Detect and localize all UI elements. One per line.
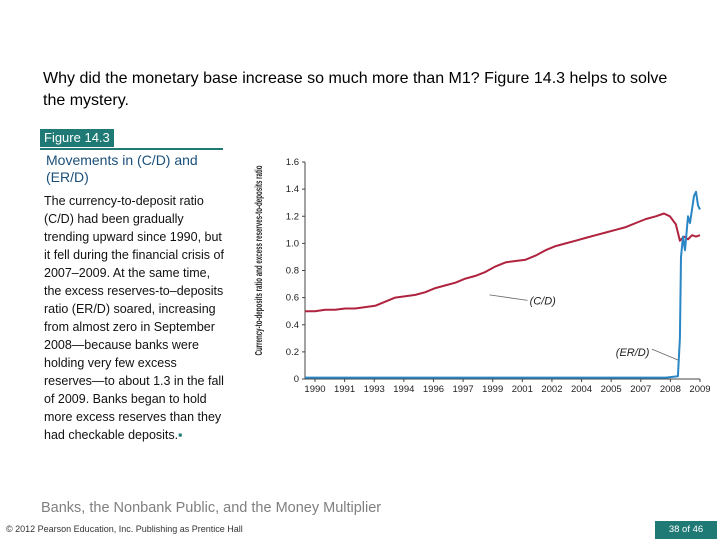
page-number-badge: 38 of 46 [655, 521, 717, 539]
y-tick-label: 0.2 [286, 347, 299, 358]
end-mark-icon: ▪ [178, 428, 183, 442]
footer-title: Banks, the Nonbank Public, and the Money… [41, 500, 382, 516]
y-tick-label: 0.6 [286, 293, 299, 304]
erd-leader-line [651, 348, 679, 361]
y-tick-label: 1.0 [286, 238, 299, 249]
erd-annotation: (ER/D) [616, 347, 650, 359]
x-tick-label: 2008 [660, 384, 681, 395]
erd-series-line [305, 190, 701, 379]
copyright: © 2012 Pearson Education, Inc. Publishin… [6, 524, 243, 534]
x-tick-label: 2009 [689, 384, 710, 395]
figure-rule [40, 148, 223, 150]
x-tick-label: 1990 [304, 384, 325, 395]
figure-title: Movements in (C/D) and (ER/D) [46, 152, 198, 185]
x-tick-label: 2005 [601, 384, 622, 395]
x-tick-label: 1991 [334, 384, 355, 395]
figure-tag: Figure 14.3 [40, 129, 114, 147]
figure-caption: The currency-to-deposit ratio (C/D) had … [44, 192, 226, 444]
x-tick-label: 2004 [571, 384, 592, 395]
cd-series-line [305, 212, 701, 313]
y-tick-label: 0 [294, 374, 299, 385]
x-tick-label: 1993 [364, 384, 385, 395]
y-tick-label: 1.6 [286, 157, 299, 168]
y-tick-label: 0.4 [286, 320, 299, 331]
x-tick-label: 1999 [482, 384, 503, 395]
cd-leader-line [489, 294, 528, 301]
y-tick-label: 1.2 [286, 211, 299, 222]
slide-heading: Why did the monetary base increase so mu… [43, 70, 668, 109]
x-tick-label: 1996 [423, 384, 444, 395]
x-tick-label: 1997 [453, 384, 474, 395]
x-tick-label: 1994 [393, 384, 414, 395]
caption-text: The currency-to-deposit ratio (C/D) had … [44, 194, 224, 442]
x-tick-label: 2007 [630, 384, 651, 395]
y-tick-label: 0.8 [286, 266, 299, 277]
cd-annotation: (C/D) [530, 295, 557, 307]
x-tick-label: 2002 [541, 384, 562, 395]
y-axis-label: Currency-to-deposits ratio and excess re… [254, 166, 265, 356]
x-tick-label: 2001 [512, 384, 533, 395]
y-tick-label: 1.4 [286, 184, 299, 195]
line-chart: 0 0.2 0.4 0.6 0.8 1.0 1.2 1.4 1.6 1990 1991 1993 199… [254, 157, 710, 395]
